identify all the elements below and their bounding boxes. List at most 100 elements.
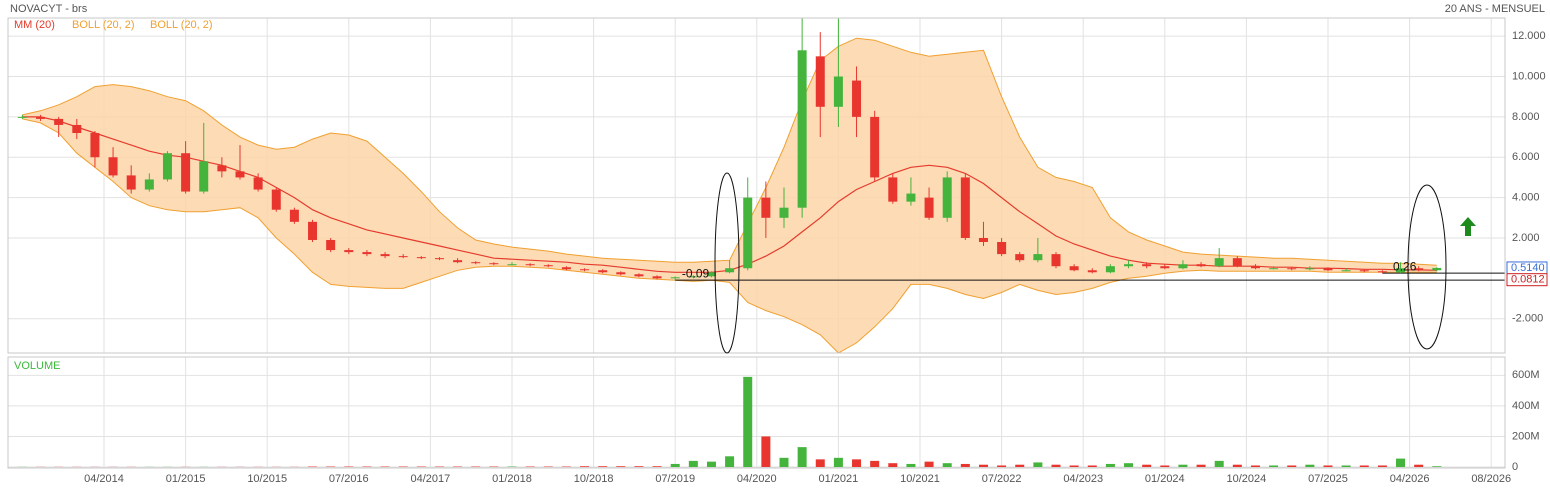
candle-body bbox=[1269, 268, 1279, 270]
candle-body bbox=[507, 264, 517, 266]
volume-bar bbox=[1323, 465, 1333, 467]
volume-bar bbox=[1377, 465, 1387, 467]
volume-bar bbox=[942, 463, 952, 467]
candle-body bbox=[1232, 258, 1242, 267]
volume-bar bbox=[978, 464, 988, 467]
price-plot bbox=[17, 18, 1505, 353]
candle-body bbox=[561, 267, 571, 270]
candle-body bbox=[960, 177, 970, 238]
x-tick-label: 07/2025 bbox=[1308, 473, 1348, 485]
volume-frame bbox=[7, 356, 1506, 469]
candle-body bbox=[235, 171, 245, 178]
candle-body bbox=[888, 177, 898, 202]
candle-body bbox=[362, 252, 372, 255]
volume-plot bbox=[17, 376, 1442, 467]
volume-bar bbox=[725, 456, 735, 467]
candle-body bbox=[1160, 266, 1170, 269]
volume-bar bbox=[1250, 465, 1260, 467]
y-tick-label: 2.000 bbox=[1512, 232, 1540, 244]
volume-bar bbox=[1015, 464, 1025, 467]
volume-bar bbox=[1341, 465, 1351, 467]
price-tag-box bbox=[1506, 273, 1548, 287]
x-tick-label: 04/2023 bbox=[1063, 473, 1103, 485]
candle-body bbox=[1359, 270, 1369, 272]
volume-bar bbox=[852, 459, 862, 467]
candle-body bbox=[1142, 264, 1152, 267]
legend-entry: BOLL (20, 2) bbox=[72, 19, 135, 31]
bollinger-line bbox=[22, 118, 1437, 353]
bollinger-band-fill bbox=[22, 38, 1437, 353]
candle-body bbox=[1341, 270, 1351, 272]
candle-body bbox=[1287, 268, 1297, 270]
candle-body bbox=[1196, 264, 1206, 267]
volume-bar bbox=[779, 457, 789, 467]
axes: 12.000 10.000 8.000 6.000 4.000 2.000 -2.000 60… bbox=[84, 30, 1546, 485]
volume-bar bbox=[652, 466, 662, 467]
x-tick-label: 10/2018 bbox=[574, 473, 614, 485]
volume-bar bbox=[670, 463, 680, 467]
volume-bar bbox=[870, 460, 880, 467]
candle-body bbox=[634, 274, 644, 277]
candle-body bbox=[1069, 266, 1079, 271]
x-tick-label: 01/2024 bbox=[1145, 473, 1185, 485]
candle-body bbox=[1250, 266, 1260, 269]
candle-body bbox=[1178, 264, 1188, 269]
candle-body bbox=[308, 221, 318, 240]
price-frame bbox=[7, 17, 1506, 354]
legend-entry: MM (20) bbox=[14, 19, 55, 31]
volume-bar bbox=[960, 463, 970, 467]
candle-body bbox=[416, 257, 426, 259]
candle-body bbox=[543, 265, 553, 267]
y-tick-label: 0 bbox=[1512, 461, 1518, 473]
highlight-ellipse bbox=[714, 172, 740, 354]
volume-bar bbox=[1142, 464, 1152, 467]
candle-body bbox=[670, 277, 680, 279]
candle-body bbox=[1305, 268, 1315, 270]
candle-body bbox=[580, 269, 590, 271]
legend-entry: BOLL (20, 2) bbox=[150, 19, 213, 31]
candle-body bbox=[271, 189, 281, 210]
volume-bar bbox=[797, 447, 807, 467]
volume-bar bbox=[1287, 465, 1297, 467]
y-tick-label: 200M bbox=[1512, 430, 1540, 442]
candle-body bbox=[17, 116, 27, 118]
candle-body bbox=[453, 260, 463, 263]
chart-title: NOVACYT - brs bbox=[10, 3, 88, 15]
volume-bar bbox=[1432, 466, 1442, 467]
candle-body bbox=[852, 80, 862, 117]
candle-body bbox=[344, 250, 354, 253]
volume-bar bbox=[1124, 463, 1134, 467]
volume-bar bbox=[1396, 458, 1406, 467]
price-tag-label: 0.0812 bbox=[1511, 274, 1545, 286]
candle-body bbox=[162, 153, 172, 180]
volume-bar bbox=[706, 461, 716, 467]
x-tick-label: 01/2021 bbox=[819, 473, 859, 485]
candle-body bbox=[1323, 268, 1333, 271]
y-tick-label: 4.000 bbox=[1512, 192, 1540, 204]
volume-bar bbox=[1105, 463, 1115, 467]
candle-body bbox=[289, 209, 299, 222]
candle-body bbox=[1414, 268, 1424, 271]
x-tick-label: 10/2021 bbox=[900, 473, 940, 485]
volume-bar bbox=[743, 376, 753, 467]
candle-body bbox=[126, 175, 136, 190]
volume-bar bbox=[1359, 465, 1369, 467]
candle-body bbox=[761, 197, 771, 218]
y-tick-label: 8.000 bbox=[1512, 111, 1540, 123]
x-tick-label: 08/2026 bbox=[1471, 473, 1511, 485]
x-tick-label: 07/2016 bbox=[329, 473, 369, 485]
volume-bar bbox=[1414, 464, 1424, 467]
volume-bar bbox=[1051, 464, 1061, 467]
candle-body bbox=[1051, 254, 1061, 267]
volume-bar bbox=[634, 466, 644, 467]
y-tick-label: 12.000 bbox=[1512, 30, 1546, 42]
x-tick-label: 01/2015 bbox=[166, 473, 206, 485]
candle-body bbox=[217, 165, 227, 172]
candle-body bbox=[997, 242, 1007, 255]
volume-bar bbox=[580, 466, 590, 467]
x-tick-label: 01/2018 bbox=[492, 473, 532, 485]
y-tick-label: 6.000 bbox=[1512, 151, 1540, 163]
candle-body bbox=[706, 272, 716, 277]
x-tick-label: 04/2026 bbox=[1390, 473, 1430, 485]
